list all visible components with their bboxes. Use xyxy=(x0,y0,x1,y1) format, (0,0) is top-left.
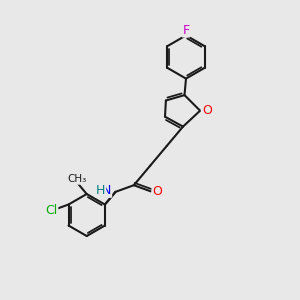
Text: N: N xyxy=(102,184,111,197)
Text: F: F xyxy=(182,23,190,37)
Text: O: O xyxy=(152,185,162,198)
Text: H: H xyxy=(96,184,105,197)
Text: O: O xyxy=(202,104,211,117)
Text: Cl: Cl xyxy=(45,204,57,217)
Text: CH₃: CH₃ xyxy=(67,174,86,184)
